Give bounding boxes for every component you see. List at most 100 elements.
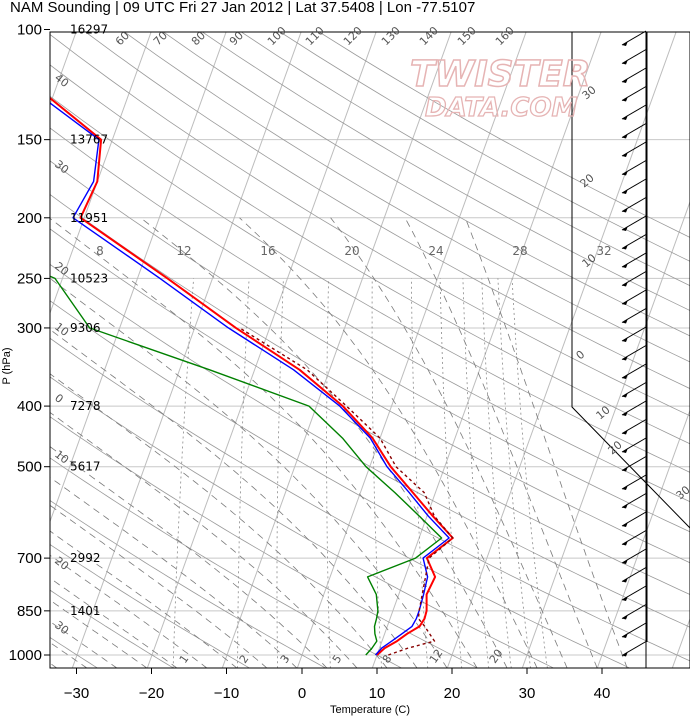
dry-adiabat bbox=[50, 160, 690, 533]
dry-adiabat bbox=[50, 416, 479, 668]
dry-adiabat-label: 150 bbox=[455, 24, 479, 48]
wind-flag bbox=[622, 244, 628, 250]
wind-flag bbox=[622, 485, 628, 490]
moist-adiabat-label: 30 bbox=[674, 483, 690, 502]
moist-adiabat bbox=[50, 446, 328, 668]
mixing-ratio-bottom-label: 20 bbox=[487, 647, 506, 666]
moist-adiabat bbox=[50, 577, 178, 668]
mixing-ratio-label: 12 bbox=[176, 244, 191, 258]
wind-flag bbox=[622, 651, 628, 657]
wind-flag bbox=[622, 115, 628, 120]
mixing-ratio-line bbox=[172, 278, 194, 668]
dry-adiabat bbox=[50, 228, 690, 595]
moist-adiabat-label: 20 bbox=[578, 171, 597, 190]
wind-flag bbox=[622, 466, 628, 472]
wind-flag bbox=[622, 41, 628, 46]
dry-adiabat bbox=[50, 457, 403, 668]
dry-adiabat bbox=[50, 193, 690, 564]
dry-adiabat bbox=[240, 32, 690, 287]
moist-adiabat bbox=[50, 373, 388, 668]
dry-adiabat-label: 130 bbox=[379, 24, 403, 48]
dry-adiabat bbox=[123, 32, 690, 363]
isotherm bbox=[71, 32, 302, 668]
mixing-ratio-line bbox=[326, 278, 331, 668]
temperature-tick-label: 0 bbox=[298, 685, 306, 702]
isotherm bbox=[446, 32, 677, 668]
dry-adiabat bbox=[50, 544, 251, 668]
background-grid bbox=[0, 32, 690, 668]
dry-adiabat-label: 110 bbox=[303, 24, 327, 48]
wind-flag bbox=[622, 448, 628, 453]
dry-adiabat-label: 100 bbox=[265, 24, 289, 48]
isotherm-label: 30 bbox=[52, 618, 71, 637]
height-label-850: 1401 bbox=[70, 604, 101, 618]
plot-frame bbox=[49, 31, 690, 669]
height-label-400: 7278 bbox=[70, 399, 101, 413]
wind-flag bbox=[622, 152, 628, 157]
mixing-ratio-label: 24 bbox=[428, 244, 443, 258]
dry-adiabat bbox=[50, 64, 690, 445]
temperature-tick-label: 30 bbox=[519, 685, 536, 702]
mixing-ratio-line bbox=[237, 278, 250, 668]
y-axis-label: P (hPa) bbox=[1, 347, 13, 384]
wind-flag bbox=[622, 170, 628, 176]
pressure-axis: 100 150 200 250 300 400 500 700 850 1000 bbox=[9, 22, 50, 664]
mixing-ratio-bottom-label: 12 bbox=[427, 647, 446, 666]
moist-adiabat bbox=[404, 217, 598, 668]
wind-flag bbox=[622, 59, 628, 65]
wind-flag bbox=[622, 207, 628, 213]
isotherm-label: 40 bbox=[52, 71, 71, 90]
height-label-700: 2992 bbox=[70, 551, 101, 565]
dry-adiabat bbox=[50, 34, 690, 417]
temperature-tick-label: −10 bbox=[214, 685, 239, 702]
watermark-line2: DATA.COM bbox=[425, 93, 578, 123]
pressure-tick-label-850: 850 bbox=[17, 603, 42, 620]
series-temperature bbox=[50, 96, 454, 656]
mixing-ratio-line bbox=[511, 278, 548, 668]
mixing-ratio-label: 28 bbox=[512, 244, 527, 258]
mixing-ratio-line bbox=[497, 278, 531, 668]
pressure-tick-label-700: 700 bbox=[17, 550, 42, 567]
pressure-tick-label-500: 500 bbox=[17, 459, 42, 476]
dry-adiabat bbox=[50, 499, 327, 668]
wind-flag bbox=[622, 374, 628, 379]
dry-adiabat bbox=[50, 263, 690, 628]
isotherm bbox=[371, 32, 602, 668]
pressure-tick-label-300: 300 bbox=[17, 320, 42, 337]
wind-flag bbox=[622, 559, 628, 564]
moist-adiabat bbox=[50, 328, 418, 668]
dry-adiabat bbox=[279, 32, 690, 262]
moist-adiabat-label: 20 bbox=[606, 438, 625, 457]
mixing-ratio-line bbox=[439, 278, 463, 668]
moist-adiabat bbox=[50, 599, 148, 668]
dry-adiabat bbox=[50, 95, 690, 473]
wind-flag bbox=[622, 318, 628, 324]
isotherm bbox=[521, 200, 690, 668]
moist-adiabat bbox=[50, 217, 478, 668]
mixing-ratio-line bbox=[276, 278, 284, 668]
dry-adiabat bbox=[50, 337, 631, 668]
height-label-150: 13767 bbox=[70, 133, 108, 147]
wind-flag bbox=[622, 263, 628, 268]
wind-flag bbox=[622, 337, 628, 342]
isotherm-label: 10 bbox=[52, 320, 71, 339]
dry-adiabat bbox=[318, 32, 690, 238]
dry-adiabat bbox=[50, 127, 690, 503]
watermark: TWISTER DATA.COM bbox=[409, 53, 591, 123]
pressure-tick-label-200: 200 bbox=[17, 210, 42, 227]
wind-barb-panel bbox=[571, 30, 690, 668]
wind-flag bbox=[622, 633, 628, 638]
pressure-tick-label-250: 250 bbox=[17, 270, 42, 287]
series-dewpoint bbox=[50, 275, 443, 656]
dry-adiabat-label: 120 bbox=[341, 24, 365, 48]
moist-adiabat bbox=[0, 472, 27, 668]
mixing-ratio-line bbox=[462, 278, 490, 668]
temperature-tick-label: 10 bbox=[369, 685, 386, 702]
wind-flag bbox=[622, 355, 628, 361]
wind-flag bbox=[622, 503, 628, 509]
dry-adiabat-label: 140 bbox=[417, 24, 441, 48]
isotherm bbox=[671, 617, 690, 668]
wind-flag bbox=[622, 522, 628, 527]
isotherm bbox=[596, 408, 690, 668]
mixing-ratio-label: 16 bbox=[260, 244, 275, 258]
